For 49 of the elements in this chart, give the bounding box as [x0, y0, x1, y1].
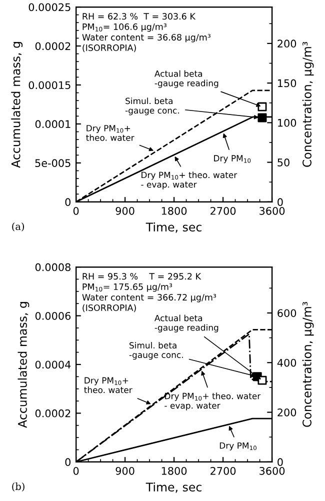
x-axis-title: Time, sec: [146, 222, 202, 233]
annotation: Dry PM$_{10}$+ theo. water: [86, 125, 134, 141]
y2-tick-label: 200: [278, 408, 296, 416]
x-tick-label: 0: [73, 466, 79, 475]
x-tick-label: 3600: [260, 466, 285, 475]
annotation: RH = 62.3 % T = 303.6 K PM$_{10}$= 106.6 µg/m³ Water content = 36.68 µg/m³ (ISORROPIA): [82, 13, 210, 52]
y-tick-label: 0.00015: [28, 81, 70, 90]
x-tick-label: 3600: [260, 206, 285, 215]
x-tick-label: 1800: [162, 206, 187, 215]
y-tick-label: 0.0008: [35, 263, 70, 272]
y-tick-label: 0.00025: [28, 3, 70, 12]
y2-tick-label: 600: [278, 309, 296, 318]
x-tick-label: 2700: [210, 466, 236, 475]
annotation: Dry PM$_{10}$: [220, 442, 256, 450]
y2-axis-title: Concentration, µg/m³: [302, 302, 314, 427]
y-tick-label: 0: [65, 198, 70, 206]
annotation: Dry PM$_{10}$+ theo. water: [84, 377, 132, 394]
x-tick-label: 900: [116, 466, 134, 475]
text: (a): [12, 222, 24, 232]
y2-tick-label: 200: [278, 40, 296, 48]
y-tick-label: 5e-005: [35, 159, 70, 168]
y2-tick-label: 100: [278, 118, 296, 127]
y-axis-title: Accumulated mass, g: [11, 42, 23, 168]
y-axis-title: Accumulated mass, g: [18, 302, 30, 428]
annotation: RH = 95.3 % T = 295.2 K PM$_{10}$= 175.65 µg/m³ Water content = 366.72 µg/m³ (ISORROPIA): [82, 273, 216, 312]
x-tick-label: 2700: [210, 206, 236, 215]
x-tick-label: 0: [73, 206, 79, 215]
x-axis-title: Time, sec: [146, 482, 202, 493]
annotation: Simul. beta -gauge conc.: [125, 98, 179, 116]
text: (b): [12, 482, 24, 492]
y-tick-label: 0.0002: [35, 409, 70, 418]
y2-tick-label: 0: [278, 198, 283, 206]
y2-tick-label: 400: [277, 358, 296, 367]
y-tick-label: 0.0001: [35, 120, 70, 128]
y2-axis-title: Concentration, µg/m³: [302, 42, 314, 167]
y-tick-label: 0.0004: [35, 360, 71, 369]
y2-tick-label: 50: [278, 158, 290, 166]
annotation: Dry PM$_{10}$: [214, 155, 251, 164]
y-tick-label: 0: [65, 458, 70, 466]
y2-tick-label: 0: [278, 458, 283, 466]
annotation: Dry PM$_{10}$+ theo. water - evap. water: [141, 172, 238, 190]
annotation: Simul. beta -gauge conc.: [129, 342, 183, 360]
annotation: Actual beta -gauge reading: [154, 314, 218, 332]
annotation: Actual beta -gauge reading: [154, 70, 218, 88]
x-tick-label: 900: [116, 206, 134, 215]
y2-tick-label: 150: [278, 79, 296, 88]
y-tick-label: 0.0002: [35, 42, 70, 50]
y-tick-label: 0.0006: [35, 312, 71, 320]
x-tick-label: 1800: [162, 466, 187, 475]
